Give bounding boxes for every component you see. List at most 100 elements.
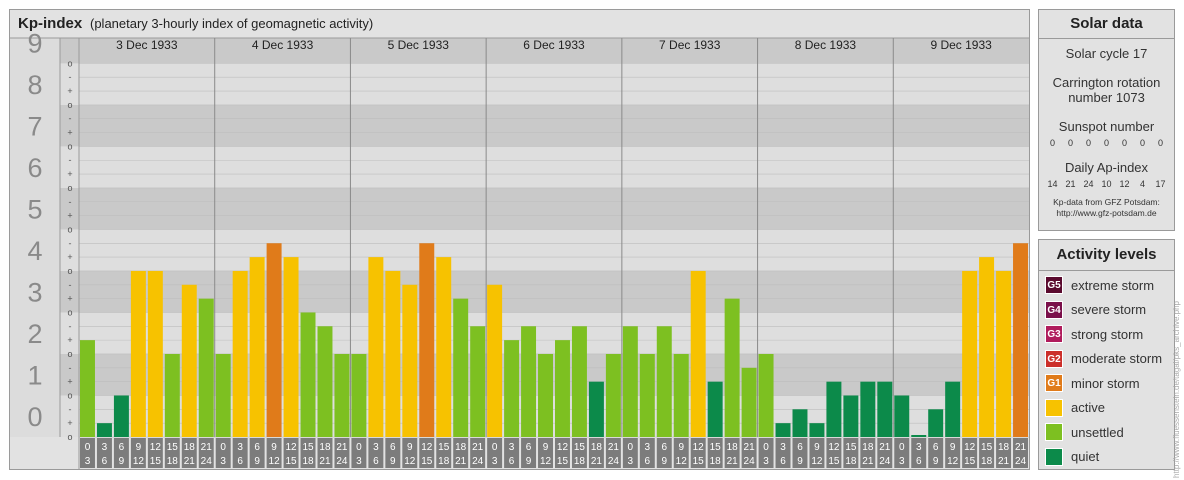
hour-start-label: 12	[557, 442, 569, 453]
kp-bar	[588, 381, 604, 437]
hour-start-label: 6	[933, 442, 939, 453]
activity-legend-panel: Activity levels G5 extreme storm G4 severe …	[1038, 239, 1175, 470]
hour-end-label: 12	[811, 456, 823, 467]
kp-bar	[979, 257, 995, 437]
legend-item: G1 minor storm	[1039, 371, 1174, 396]
legend-swatch	[1045, 398, 1063, 417]
sub-tick-label: +	[67, 335, 72, 345]
day-label: 3 Dec 1933	[116, 38, 178, 52]
sub-tick-label: +	[67, 211, 72, 221]
hour-end-label: 15	[421, 456, 433, 467]
sub-tick-label: +	[67, 128, 72, 138]
legend-item: unsettled	[1039, 420, 1174, 445]
hour-end-label: 3	[628, 456, 634, 467]
legend-swatch: G1	[1045, 374, 1063, 393]
kp-bar	[300, 312, 316, 437]
sub-tick-label: -	[69, 363, 72, 373]
sunspot-value: 0	[1157, 138, 1163, 148]
kp-band-4	[10, 229, 1029, 271]
hour-end-label: 24	[744, 456, 756, 467]
hour-box	[656, 438, 672, 468]
y-tick-label: 7	[27, 112, 42, 142]
hour-end-label: 6	[373, 456, 379, 467]
hour-end-label: 18	[438, 456, 450, 467]
kp-bar	[147, 270, 163, 437]
hour-box	[996, 438, 1012, 468]
hour-start-label: 21	[608, 442, 620, 453]
hour-box	[147, 438, 163, 468]
hour-start-label: 9	[950, 442, 956, 453]
hour-box	[690, 438, 706, 468]
kp-bar	[809, 423, 825, 437]
hour-end-label: 24	[201, 456, 213, 467]
kp-bar	[605, 353, 621, 437]
kp-bar	[860, 381, 876, 437]
kp-band-top	[10, 38, 1029, 64]
kp-bar	[894, 395, 910, 437]
hour-end-label: 9	[526, 456, 532, 467]
kp-bar	[877, 381, 893, 437]
sub-tick-label: o	[67, 349, 72, 359]
kp-bar	[96, 423, 112, 437]
day-label: 8 Dec 1933	[795, 38, 857, 52]
hour-box	[860, 438, 876, 468]
legend-swatch: G2	[1045, 349, 1063, 368]
kp-bar	[470, 326, 486, 437]
kp-band-5	[10, 187, 1029, 230]
hour-box	[80, 438, 95, 468]
sunspot-value: 0	[1139, 138, 1145, 148]
hour-box	[368, 438, 384, 468]
hour-end-label: 6	[102, 456, 108, 467]
hour-start-label: 18	[727, 442, 739, 453]
solar-cycle: Solar cycle 17	[1065, 46, 1148, 61]
hour-box	[707, 438, 723, 468]
hour-end-label: 3	[899, 456, 905, 467]
ap-value: 21	[1065, 179, 1076, 189]
kp-bar	[571, 326, 587, 437]
hour-end-label: 24	[608, 456, 620, 467]
hour-box	[487, 438, 503, 468]
legend-list: G5 extreme storm G4 severe storm G3 strong st…	[1039, 271, 1174, 469]
hour-start-label: 18	[455, 442, 467, 453]
hour-start-label: 18	[184, 442, 196, 453]
hour-box	[911, 438, 927, 468]
kp-bar	[130, 270, 146, 437]
hour-end-label: 12	[133, 456, 145, 467]
kp-bar	[232, 270, 248, 437]
kp-bar	[521, 326, 537, 437]
sub-tick-label: +	[67, 418, 72, 428]
hour-box	[588, 438, 604, 468]
kp-bar	[775, 423, 791, 437]
kp-bar	[317, 326, 333, 437]
hour-end-label: 3	[492, 456, 498, 467]
hour-box	[979, 438, 995, 468]
hour-start-label: 3	[645, 442, 651, 453]
hour-start-label: 9	[271, 442, 277, 453]
hour-end-label: 18	[845, 456, 857, 467]
hour-start-label: 3	[237, 442, 243, 453]
hour-box	[453, 438, 469, 468]
hour-box	[724, 438, 740, 468]
sub-tick-label: o	[67, 307, 72, 317]
hour-box	[215, 438, 231, 468]
hour-end-label: 3	[356, 456, 362, 467]
kp-bar	[504, 340, 520, 437]
hour-box	[741, 438, 757, 468]
legend-swatch	[1045, 423, 1063, 442]
sunspot-values: 0 0 0 0 0 0 0	[1039, 138, 1174, 148]
hour-box	[470, 438, 486, 468]
kp-bar	[368, 257, 384, 437]
hour-end-label: 6	[645, 456, 651, 467]
hour-end-label: 21	[998, 456, 1010, 467]
hour-box	[249, 438, 265, 468]
hour-box	[555, 438, 570, 468]
legend-swatch: G5	[1045, 276, 1063, 295]
sub-tick-label: +	[67, 294, 72, 304]
carrington-line2: number 1073	[1068, 90, 1145, 105]
hour-start-label: 9	[407, 442, 413, 453]
hour-box	[351, 438, 367, 468]
kp-bar	[673, 353, 689, 437]
sub-tick-label: -	[69, 321, 72, 331]
hour-start-label: 6	[526, 442, 532, 453]
kp-bar	[724, 298, 740, 437]
